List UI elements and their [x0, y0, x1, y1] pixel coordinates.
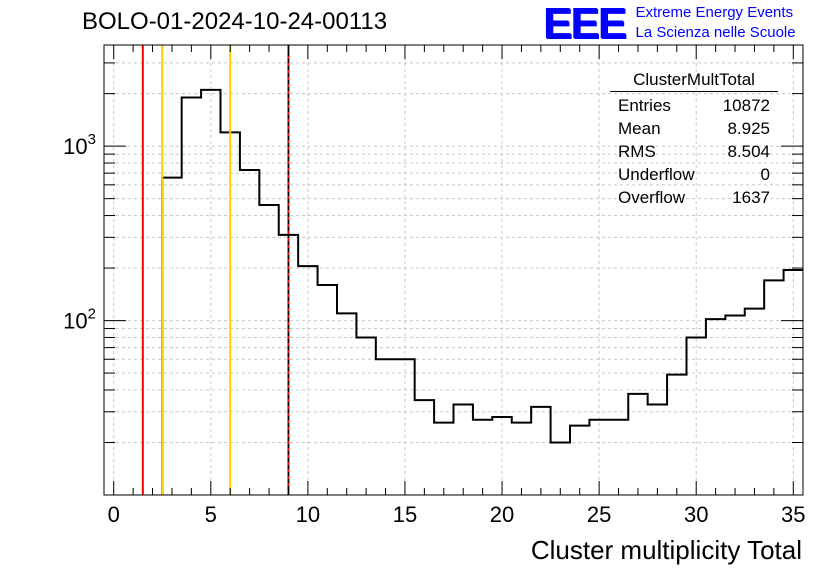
x-tick-label: 5	[205, 502, 217, 527]
stats-row: Overflow 1637	[610, 186, 778, 209]
y-tick-label: 103	[63, 131, 96, 159]
stats-value: 10872	[722, 96, 770, 115]
logo-line-2: La Scienza nelle Scuole	[635, 24, 796, 41]
vertical-lines	[141, 45, 290, 495]
logo-letters: EEE	[543, 0, 627, 48]
stats-row: RMS 8.504	[610, 140, 778, 163]
eee-logo: EEE Extreme Energy Events La Scienza nel…	[543, 2, 796, 46]
x-tick-label: 0	[108, 502, 120, 527]
plot-title: BOLO-01-2024-10-24-00113	[82, 8, 388, 35]
stats-box: ClusterMultTotal Entries 10872 Mean 8.92…	[610, 70, 778, 209]
stats-label: Overflow	[618, 188, 686, 207]
y-tick-label: 102	[63, 306, 96, 334]
stats-value: 1637	[732, 188, 770, 207]
stats-row: Underflow 0	[610, 163, 778, 186]
histogram-bars	[161, 88, 803, 495]
histogram-outline	[161, 88, 803, 495]
x-tick-label: 20	[490, 502, 514, 527]
logo-line-1: Extreme Energy Events	[635, 4, 794, 21]
stats-value: 0	[760, 165, 770, 184]
stats-label: RMS	[618, 142, 656, 161]
stats-label: Mean	[618, 119, 661, 138]
stats-value: 8.504	[727, 142, 770, 161]
stats-label: Underflow	[618, 165, 695, 184]
stats-row: Mean 8.925	[610, 117, 778, 140]
axis-ticks	[104, 45, 803, 496]
axis-labels: 0 5 10 15 20 25 30 35 102 103	[63, 131, 805, 527]
stats-value: 8.925	[727, 119, 770, 138]
x-tick-label: 25	[587, 502, 611, 527]
stats-label: Entries	[618, 96, 671, 115]
x-tick-label: 35	[781, 502, 805, 527]
x-tick-label: 10	[296, 502, 320, 527]
plot-frame	[103, 44, 804, 496]
stats-title: ClusterMultTotal	[610, 70, 778, 92]
x-tick-label: 30	[684, 502, 708, 527]
x-axis-label: Cluster multiplicity Total	[531, 535, 802, 565]
stats-row: Entries 10872	[610, 94, 778, 117]
x-tick-label: 15	[393, 502, 417, 527]
logo-text: Extreme Energy Events La Scienza nelle S…	[636, 3, 796, 43]
